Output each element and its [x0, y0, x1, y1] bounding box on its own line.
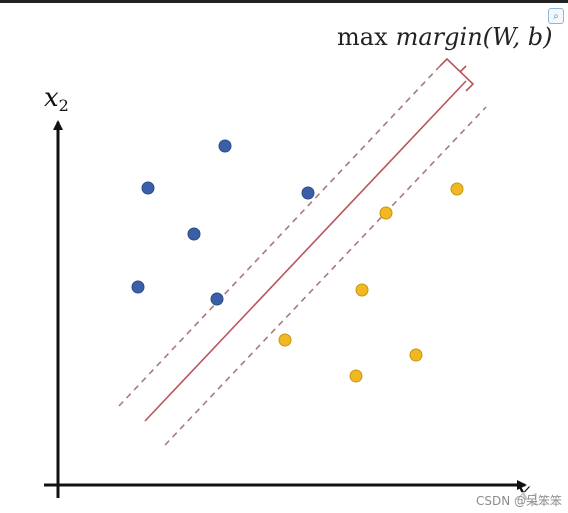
decision-boundary [144, 80, 467, 422]
margin-title: max margin(W, b) [337, 23, 552, 51]
class-b-point-1 [450, 182, 464, 196]
class-b-point-2 [379, 206, 393, 220]
class-a-points [131, 139, 315, 306]
watermark: CSDN @呆笨笨 [473, 492, 564, 509]
class-b-points [278, 182, 464, 383]
margin-bracket-tick [459, 65, 467, 73]
top-border [0, 0, 568, 3]
class-a-point-5 [131, 280, 145, 294]
class-b-point-6 [349, 369, 363, 383]
class-a-point-6 [210, 292, 224, 306]
class-a-point-1 [141, 181, 155, 195]
class-b-point-4 [278, 333, 292, 347]
class-a-point-3 [187, 227, 201, 241]
upper-margin-line [118, 65, 441, 407]
class-b-point-5 [409, 348, 423, 362]
class-a-point-4 [301, 186, 315, 200]
class-a-point-2 [218, 139, 232, 153]
y-axis-label: x2 [44, 83, 69, 115]
lower-margin-line [164, 106, 487, 446]
class-b-point-3 [355, 283, 369, 297]
zoom-icon[interactable]: ⌕ [548, 8, 564, 24]
margin-bracket [439, 57, 475, 92]
